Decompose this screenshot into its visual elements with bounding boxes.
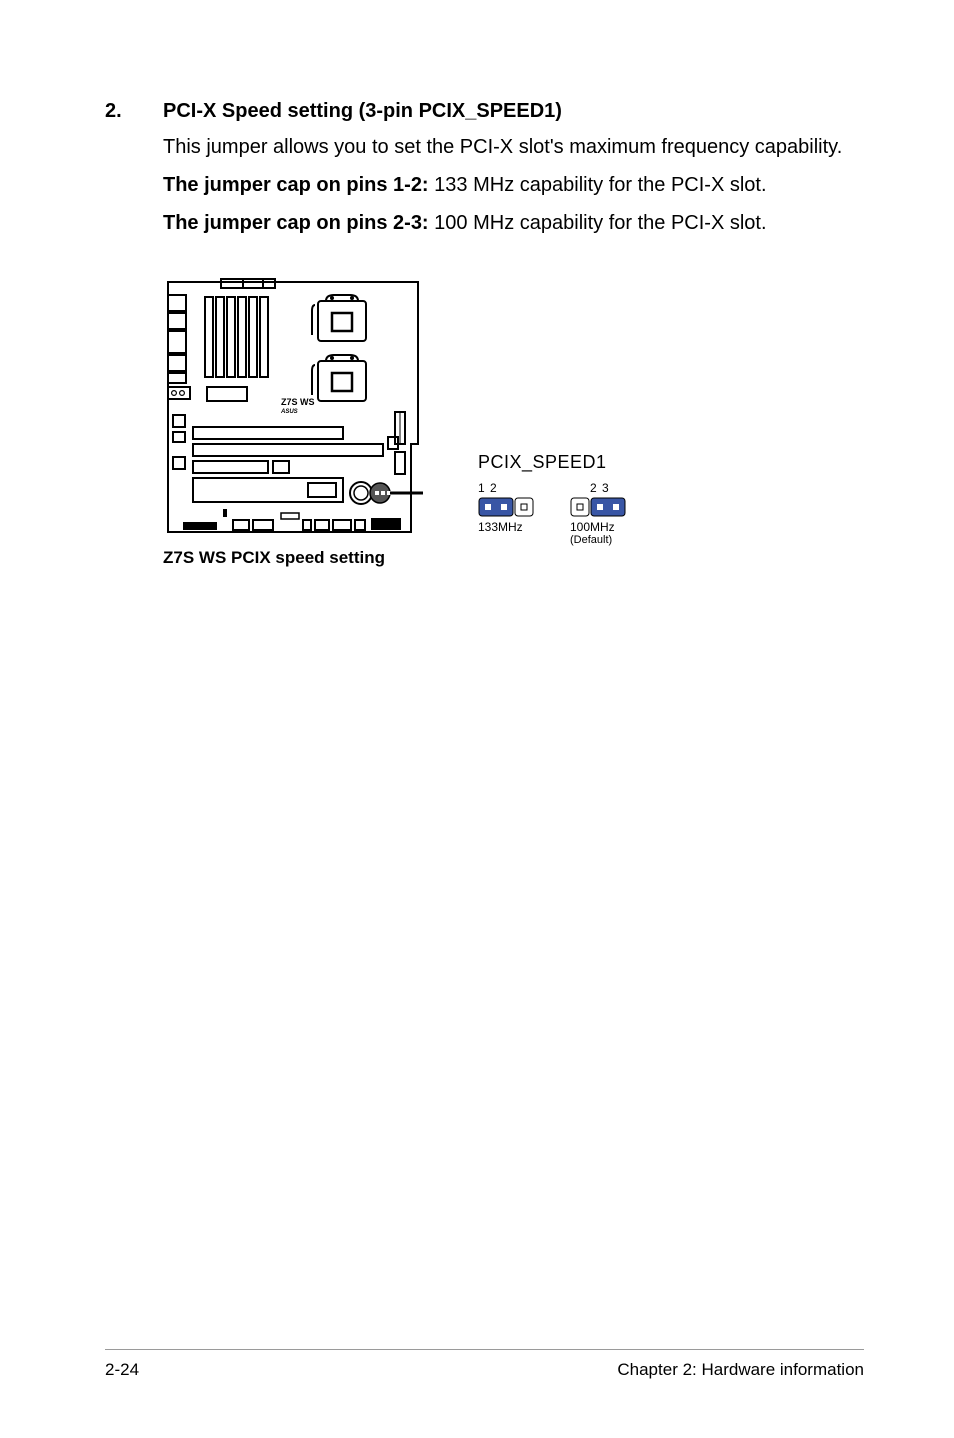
section-number: 2. (105, 100, 135, 247)
line2-rest: 100 MHz capability for the PCI-X slot. (429, 212, 767, 234)
footer-right: Chapter 2: Hardware information (617, 1360, 864, 1380)
intro-para: This jumper allows you to set the PCI-X … (163, 133, 864, 161)
motherboard-svg: Z7S WS ASUS (163, 277, 423, 537)
footer-left: 2-24 (105, 1360, 139, 1380)
line2-bold: The jumper cap on pins 2-3: (163, 212, 429, 234)
opt1-freq: 133MHz (478, 520, 534, 534)
opt1-svg (478, 497, 534, 517)
jumper-row: 1 2 133MHz 2 3 (478, 481, 626, 546)
diagram-area: Z7S WS ASUS (163, 277, 864, 568)
svg-text:ASUS: ASUS (280, 409, 298, 415)
jumper-opt1: 1 2 133MHz (478, 481, 534, 546)
jumper-title: PCIX_SPEED1 (478, 452, 626, 473)
diagram-caption: Z7S WS PCIX speed setting (163, 548, 423, 568)
line2: The jumper cap on pins 2-3: 100 MHz capa… (163, 209, 864, 237)
opt2-pins: 2 3 (570, 481, 626, 495)
line1: The jumper cap on pins 1-2: 133 MHz capa… (163, 171, 864, 199)
section-text: PCI-X Speed setting (3-pin PCIX_SPEED1) … (163, 100, 864, 247)
line1-rest: 133 MHz capability for the PCI-X slot. (429, 174, 767, 196)
line1-bold: The jumper cap on pins 1-2: (163, 174, 429, 196)
jumper-detail: PCIX_SPEED1 1 2 133MHz 2 3 (478, 452, 626, 546)
opt2-note: (Default) (570, 534, 626, 546)
jumper-opt2: 2 3 100MHz (Default) (570, 481, 626, 546)
opt2-freq: 100MHz (570, 520, 626, 534)
board-label-text: Z7S WS (281, 397, 315, 407)
opt2-svg (570, 497, 626, 517)
motherboard-block: Z7S WS ASUS (163, 277, 423, 568)
section-block: 2. PCI-X Speed setting (3-pin PCIX_SPEED… (105, 100, 864, 247)
page-footer: 2-24 Chapter 2: Hardware information (105, 1349, 864, 1380)
section-heading: PCI-X Speed setting (3-pin PCIX_SPEED1) (163, 100, 864, 123)
opt1-pins: 1 2 (478, 481, 534, 495)
